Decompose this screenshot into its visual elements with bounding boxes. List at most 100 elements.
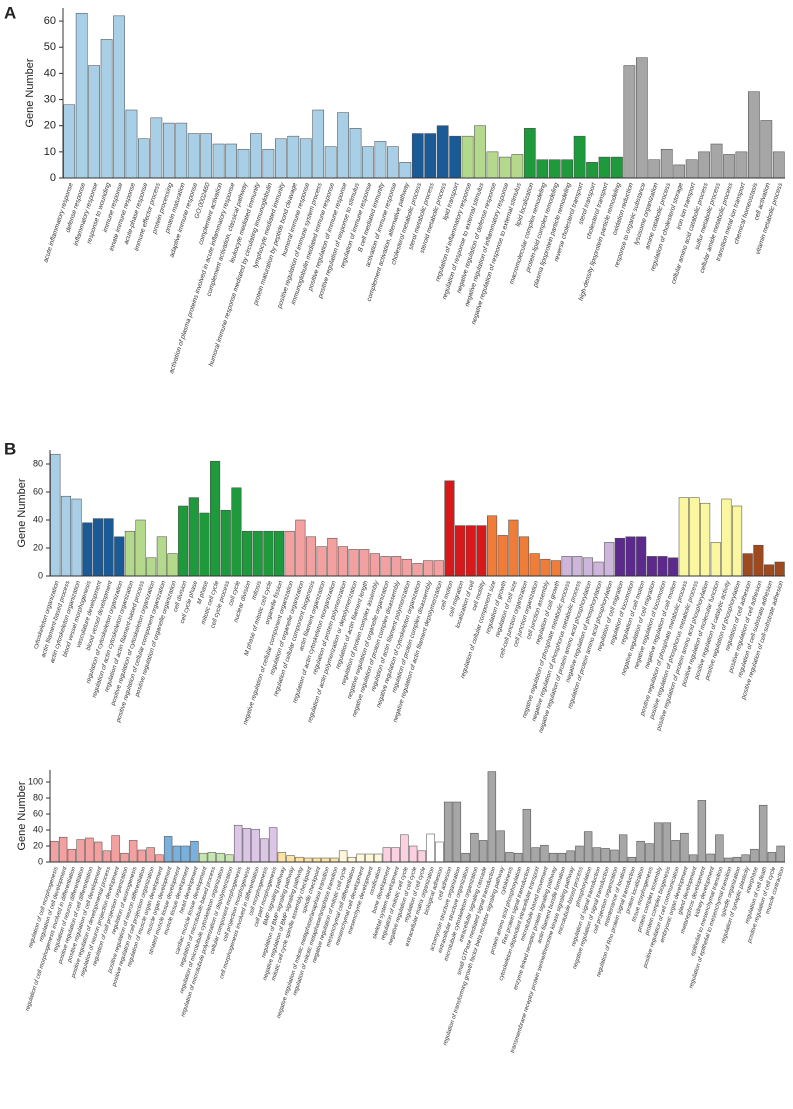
bar (561, 556, 572, 577)
y-tick-label: 40 (33, 824, 43, 834)
bar (277, 852, 287, 863)
bar (668, 557, 679, 577)
bar (150, 117, 163, 179)
bar (373, 853, 383, 863)
bar (303, 857, 313, 863)
y-axis-label: Gene Number (16, 781, 28, 850)
bar (601, 848, 610, 863)
bar (461, 852, 470, 863)
bar (207, 852, 217, 863)
bar (125, 109, 138, 179)
y-tick-label: 60 (33, 486, 43, 496)
bar (362, 146, 374, 179)
bar (529, 553, 540, 577)
bar (697, 800, 707, 863)
bar (698, 151, 710, 179)
bar (260, 838, 269, 863)
bar (758, 804, 768, 863)
bar (60, 495, 72, 577)
bar (359, 549, 370, 577)
bar (518, 536, 530, 577)
bar (178, 505, 189, 577)
bar (741, 854, 750, 863)
bar (522, 808, 532, 863)
bar (312, 109, 325, 179)
bar (411, 133, 424, 179)
bar (210, 460, 221, 577)
bar (274, 138, 287, 179)
bar (497, 535, 508, 577)
bar (167, 553, 178, 577)
bar (444, 480, 455, 577)
bar (474, 125, 486, 179)
bar (536, 159, 549, 179)
bar (715, 834, 724, 863)
bar (58, 836, 68, 863)
bar (382, 847, 392, 863)
bar (776, 845, 785, 863)
bar (337, 112, 349, 179)
bar (657, 556, 668, 577)
bar (767, 852, 777, 863)
bar (513, 852, 523, 863)
bar (268, 827, 278, 863)
bar (505, 852, 514, 863)
bar (478, 840, 488, 863)
bar (138, 138, 150, 179)
y-axis-label: Gene Number (16, 478, 28, 547)
bar (614, 537, 625, 577)
bar (721, 498, 732, 577)
bar (103, 518, 114, 577)
bar (706, 853, 715, 863)
bar (499, 156, 511, 179)
bar (408, 845, 418, 863)
bar (760, 120, 773, 179)
bar (365, 853, 374, 863)
bar (735, 151, 748, 179)
bar (356, 853, 365, 863)
bar (348, 549, 359, 577)
bar (648, 159, 661, 179)
bar (582, 557, 593, 577)
bar (610, 849, 619, 863)
bar (338, 850, 348, 863)
bar (216, 852, 225, 863)
bar (391, 847, 400, 863)
bar (391, 556, 402, 577)
bar (465, 525, 476, 577)
bar (575, 845, 584, 863)
bar (452, 801, 462, 863)
bar (162, 122, 175, 179)
bar (374, 141, 387, 179)
bar (175, 122, 188, 179)
y-axis-label: Gene Number (24, 58, 36, 127)
bar (623, 65, 636, 179)
bar (750, 848, 759, 863)
bar (327, 537, 338, 577)
y-tick-label: 20 (44, 120, 56, 132)
bar (604, 542, 615, 577)
bar (660, 148, 673, 179)
bar (262, 148, 275, 179)
bar (540, 558, 551, 577)
bar (636, 536, 647, 577)
bar (284, 530, 295, 577)
bar (163, 836, 173, 863)
bar (135, 519, 146, 577)
y-tick-label: 50 (44, 41, 56, 53)
bar (573, 135, 586, 179)
bar (774, 561, 785, 577)
bar (295, 856, 304, 863)
y-tick-label: 0 (38, 570, 43, 580)
bar (753, 544, 764, 577)
bar (470, 832, 479, 863)
y-tick-label: 20 (33, 542, 43, 552)
bar (200, 133, 213, 179)
bar (250, 133, 262, 179)
bar (598, 156, 611, 179)
bar (561, 159, 574, 179)
bar (100, 39, 113, 179)
bar (723, 154, 735, 179)
bar (680, 832, 689, 863)
panel-label: B (4, 439, 16, 458)
